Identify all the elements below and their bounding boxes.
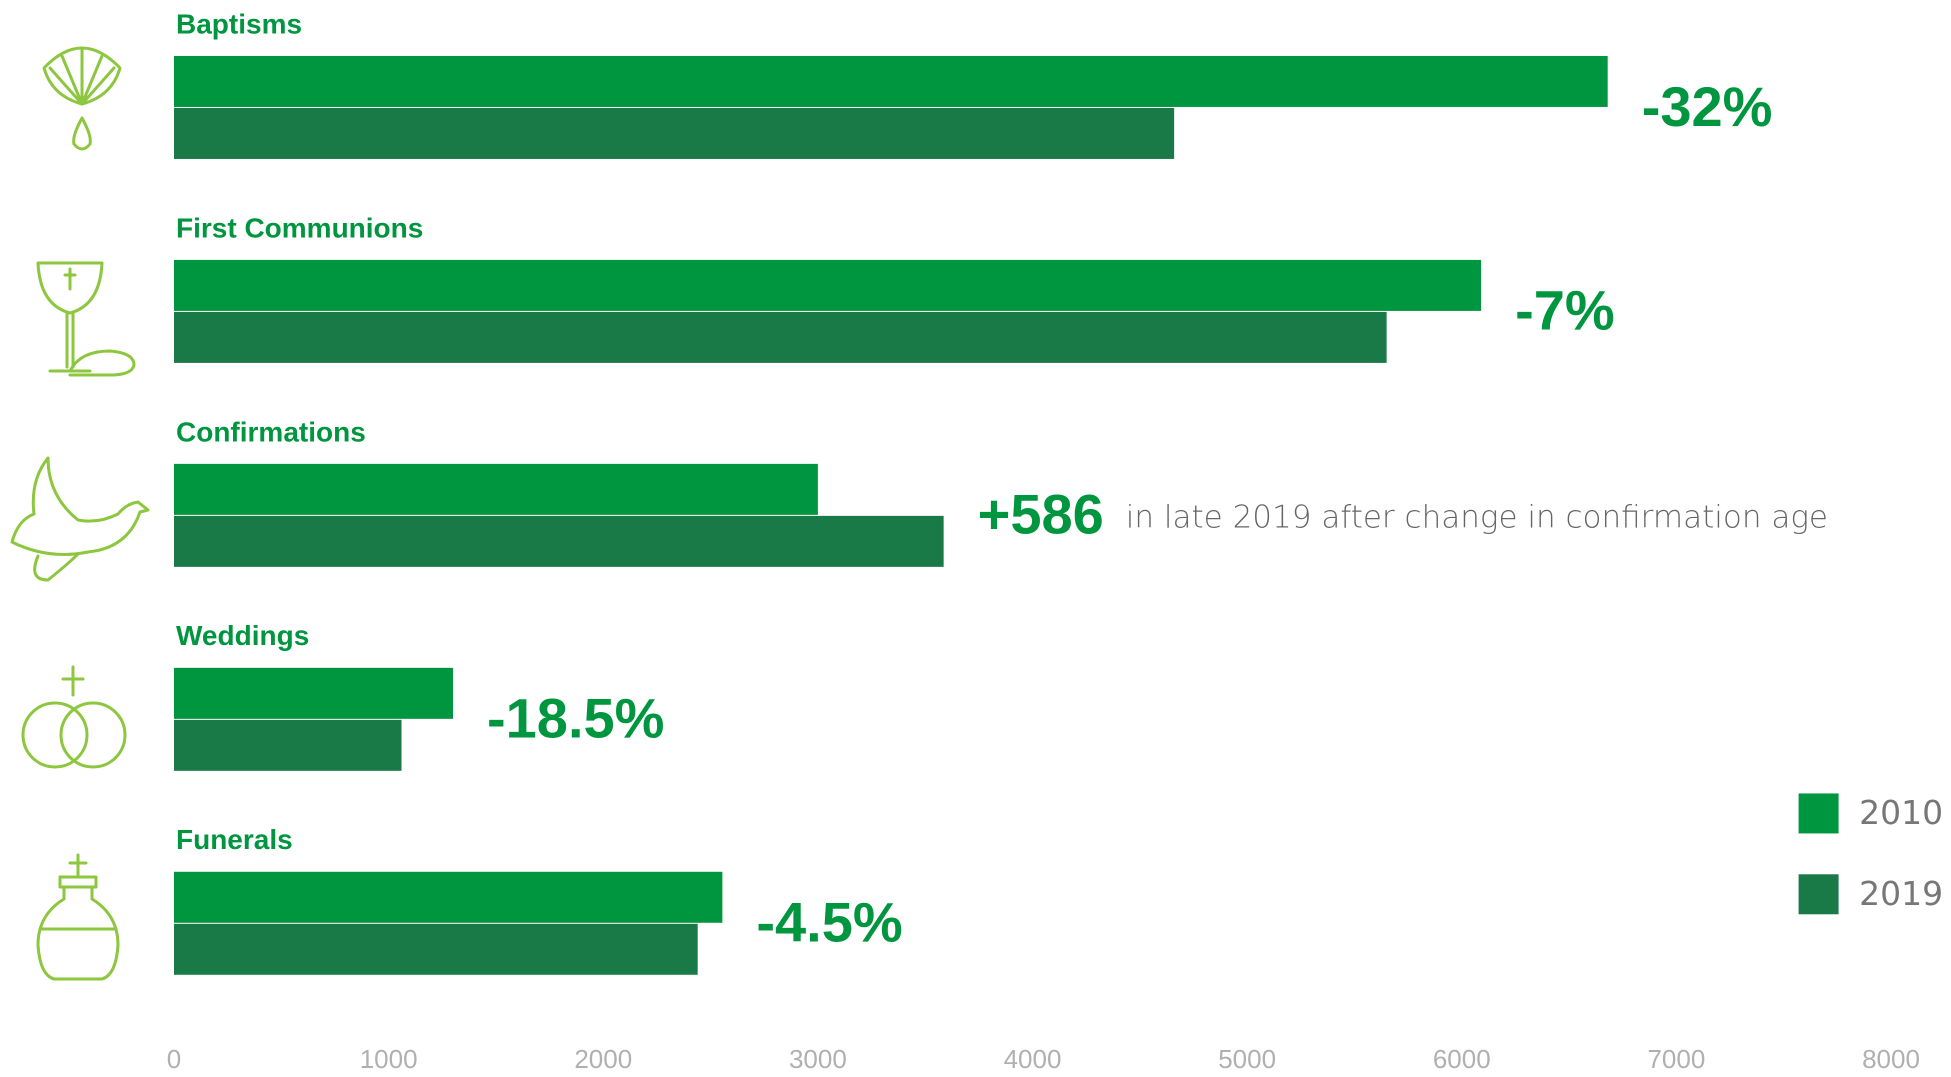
icons bbox=[10, 46, 150, 981]
category-label: Funerals bbox=[176, 824, 293, 855]
x-tick-label: 5000 bbox=[1218, 1044, 1276, 1074]
x-tick-label: 2000 bbox=[574, 1044, 632, 1074]
x-tick-label: 3000 bbox=[789, 1044, 847, 1074]
annotation: -7% bbox=[1515, 279, 1615, 342]
legend-swatch bbox=[1798, 793, 1839, 834]
category-label: Weddings bbox=[176, 620, 309, 651]
bar bbox=[174, 55, 1608, 107]
bar bbox=[174, 463, 818, 515]
chalice-icon bbox=[36, 261, 136, 377]
rings-icon bbox=[21, 665, 127, 769]
category-label: Baptisms bbox=[176, 8, 302, 39]
bar bbox=[174, 515, 944, 567]
x-tick-label: 1000 bbox=[360, 1044, 418, 1074]
x-tick-label: 0 bbox=[167, 1044, 181, 1074]
x-tick-label: 4000 bbox=[1004, 1044, 1062, 1074]
annotation-note: in late 2019 after change in confirmatio… bbox=[1126, 499, 1828, 535]
category-label: First Communions bbox=[176, 212, 423, 243]
x-tick-label: 7000 bbox=[1647, 1044, 1705, 1074]
urn-icon bbox=[36, 853, 120, 981]
bar bbox=[174, 107, 1175, 159]
shell-icon bbox=[42, 46, 122, 151]
bar bbox=[174, 923, 698, 975]
bar bbox=[174, 667, 454, 719]
category-label: Confirmations bbox=[176, 416, 366, 447]
x-tick-label: 8000 bbox=[1862, 1044, 1920, 1074]
dove-icon bbox=[10, 456, 150, 582]
legend-label: 2010 bbox=[1859, 793, 1943, 832]
annotation: -32% bbox=[1642, 75, 1773, 138]
x-tick-label: 6000 bbox=[1433, 1044, 1491, 1074]
legend-swatch bbox=[1798, 874, 1839, 915]
legend-label: 2019 bbox=[1859, 874, 1943, 913]
annotation: -18.5% bbox=[487, 687, 664, 750]
bar bbox=[174, 311, 1387, 363]
bar bbox=[174, 871, 723, 923]
bar bbox=[174, 259, 1482, 311]
annotation: +586 bbox=[978, 483, 1104, 546]
annotation: -4.5% bbox=[756, 891, 902, 954]
bar bbox=[174, 719, 402, 771]
